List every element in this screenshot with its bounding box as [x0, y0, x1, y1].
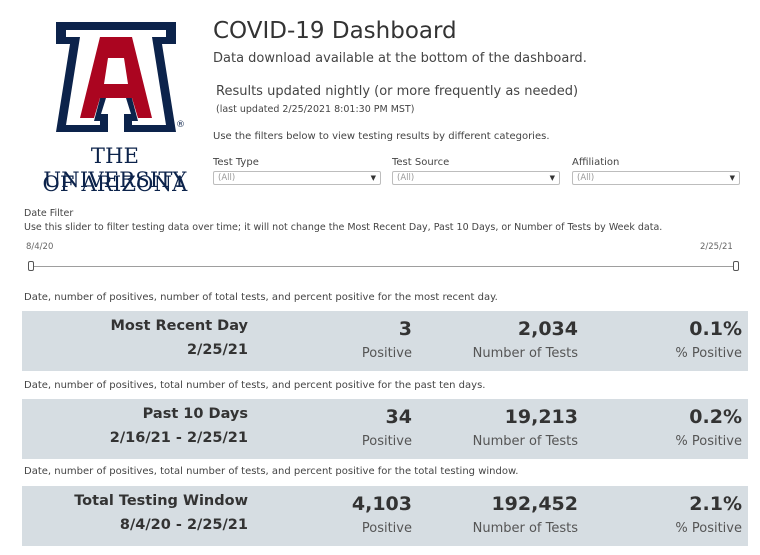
- registered-mark: ®: [176, 120, 185, 130]
- tests-label: Number of Tests: [472, 346, 578, 361]
- dropdown-value: (All): [577, 173, 595, 183]
- card-title: Total Testing Window: [74, 493, 248, 509]
- tests-value: 19,213: [504, 406, 578, 428]
- percent-positive-value: 0.2%: [689, 406, 742, 428]
- test-source-dropdown[interactable]: (All) ▼: [392, 171, 560, 185]
- affiliation-dropdown[interactable]: (All) ▼: [572, 171, 740, 185]
- date-slider-start-handle[interactable]: [28, 261, 34, 271]
- filter-test-type: Test Type (All) ▼: [213, 157, 381, 185]
- percent-positive-label: % Positive: [675, 346, 742, 361]
- filter-test-source: Test Source (All) ▼: [392, 157, 560, 185]
- card-date-range: 2/16/21 - 2/25/21: [109, 430, 248, 446]
- most-recent-day-card: Most Recent Day 2/25/21 3 Positive 2,034…: [22, 311, 748, 371]
- positives-label: Positive: [361, 346, 412, 361]
- filter-label: Test Type: [213, 157, 259, 168]
- total-testing-window-caption: Date, number of positives, total number …: [24, 466, 519, 477]
- page-subtitle: Data download available at the bottom of…: [213, 51, 587, 66]
- filter-label: Test Source: [392, 157, 450, 168]
- past-10-days-caption: Date, number of positives, total number …: [24, 380, 486, 391]
- dropdown-value: (All): [218, 173, 236, 183]
- card-title: Past 10 Days: [142, 406, 248, 422]
- dropdown-arrow-icon: ▼: [549, 174, 555, 182]
- filters-help-text: Use the filters below to view testing re…: [213, 131, 550, 142]
- positives-label: Positive: [361, 521, 412, 536]
- date-filter-label: Date Filter: [24, 208, 74, 219]
- university-logo: ® THE UNIVERSITY OF ARIZONA: [20, 22, 210, 197]
- date-slider-start-label: 8/4/20: [26, 242, 54, 252]
- test-type-dropdown[interactable]: (All) ▼: [213, 171, 381, 185]
- dropdown-arrow-icon: ▼: [729, 174, 735, 182]
- date-filter-help-text: Use this slider to filter testing data o…: [24, 222, 663, 233]
- positives-value: 3: [398, 318, 412, 340]
- percent-positive-label: % Positive: [675, 434, 742, 449]
- date-slider-track[interactable]: [30, 266, 738, 267]
- last-updated-timestamp: (last updated 2/25/2021 8:01:30 PM MST): [216, 104, 415, 115]
- update-frequency-note: Results updated nightly (or more frequen…: [216, 84, 579, 99]
- tests-label: Number of Tests: [472, 521, 578, 536]
- date-slider-end-handle[interactable]: [733, 261, 739, 271]
- date-slider-end-label: 2/25/21: [700, 242, 733, 252]
- tests-value: 2,034: [517, 318, 578, 340]
- card-date-range: 8/4/20 - 2/25/21: [119, 517, 248, 533]
- positives-value: 4,103: [351, 493, 412, 515]
- positives-label: Positive: [361, 434, 412, 449]
- dropdown-arrow-icon: ▼: [370, 174, 376, 182]
- filter-affiliation: Affiliation (All) ▼: [572, 157, 740, 185]
- filter-label: Affiliation: [572, 157, 620, 168]
- total-testing-window-card: Total Testing Window 8/4/20 - 2/25/21 4,…: [22, 486, 748, 546]
- percent-positive-label: % Positive: [675, 521, 742, 536]
- past-10-days-card: Past 10 Days 2/16/21 - 2/25/21 34 Positi…: [22, 399, 748, 459]
- percent-positive-value: 0.1%: [689, 318, 742, 340]
- block-a-logo-icon: [56, 22, 176, 132]
- dropdown-value: (All): [397, 173, 415, 183]
- most-recent-day-caption: Date, number of positives, number of tot…: [24, 292, 498, 303]
- positives-value: 34: [385, 406, 412, 428]
- tests-label: Number of Tests: [472, 434, 578, 449]
- logo-text-line2: OF ARIZONA: [42, 172, 188, 196]
- card-title: Most Recent Day: [110, 318, 248, 334]
- page-title: COVID-19 Dashboard: [213, 18, 457, 44]
- tests-value: 192,452: [491, 493, 578, 515]
- card-date-range: 2/25/21: [186, 342, 248, 358]
- percent-positive-value: 2.1%: [689, 493, 742, 515]
- logo-text-line1: THE UNIVERSITY: [43, 144, 187, 192]
